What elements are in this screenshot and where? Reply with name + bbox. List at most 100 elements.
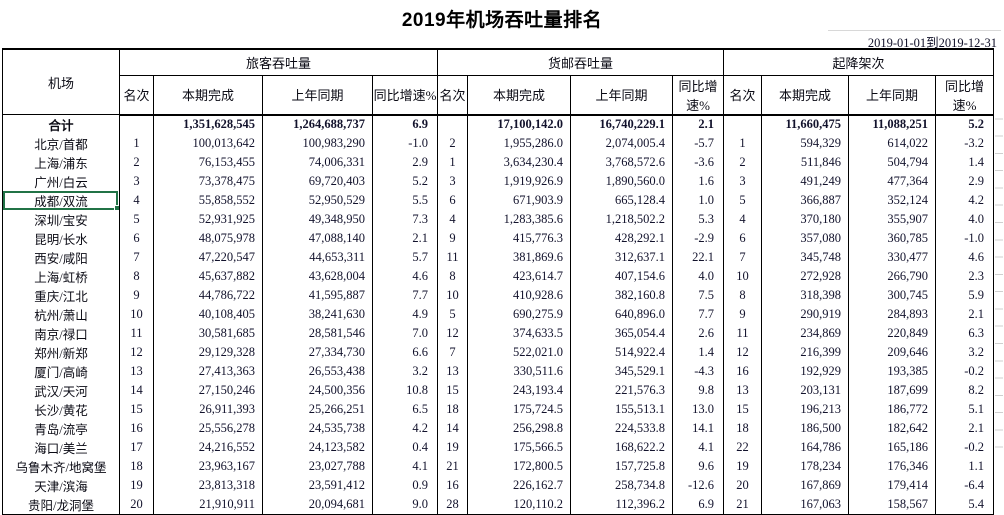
- current-value-cell[interactable]: 25,556,278: [153, 419, 263, 438]
- rank-cell[interactable]: 15: [119, 400, 154, 419]
- rank-cell[interactable]: 16: [723, 362, 763, 381]
- current-value-cell[interactable]: 1,919,926.9: [467, 172, 572, 191]
- last-year-value-cell[interactable]: 300,745: [848, 286, 937, 305]
- rank-cell[interactable]: 20: [119, 495, 154, 515]
- growth-cell[interactable]: 5.5: [371, 191, 439, 210]
- growth-cell[interactable]: -1.0: [371, 134, 439, 153]
- growth-cell[interactable]: 13.0: [672, 400, 725, 419]
- rank-cell[interactable]: 9: [723, 305, 763, 324]
- last-year-value-cell[interactable]: 284,893: [848, 305, 937, 324]
- last-year-value-cell[interactable]: 514,922.4: [570, 343, 674, 362]
- growth-cell[interactable]: -3.2: [935, 134, 995, 153]
- growth-cell[interactable]: 5.9: [935, 286, 995, 305]
- rank-cell[interactable]: 1: [723, 134, 763, 153]
- current-value-cell[interactable]: 29,129,328: [153, 343, 263, 362]
- last-year-value-cell[interactable]: 182,642: [848, 419, 937, 438]
- current-value-cell[interactable]: 330,511.6: [467, 362, 572, 381]
- growth-cell[interactable]: 3.2: [935, 343, 995, 362]
- current-value-cell[interactable]: 196,213: [761, 400, 850, 419]
- last-year-value-cell[interactable]: 38,241,630: [262, 305, 373, 324]
- yoy-growth-header[interactable]: 同比增速%: [371, 74, 439, 116]
- last-year-value-cell[interactable]: 209,646: [848, 343, 937, 362]
- rank-cell[interactable]: 5: [723, 191, 763, 210]
- airport-name-cell[interactable]: 杭州/萧山: [2, 305, 120, 324]
- rank-cell[interactable]: 8: [119, 267, 154, 286]
- airport-name-cell[interactable]: 西安/咸阳: [2, 248, 120, 267]
- rank-cell[interactable]: 12: [723, 343, 763, 362]
- current-value-cell[interactable]: 491,249: [761, 172, 850, 191]
- rank-cell[interactable]: 10: [119, 305, 154, 324]
- last-year-value-cell[interactable]: 614,022: [848, 134, 937, 153]
- growth-cell[interactable]: 8.2: [935, 381, 995, 400]
- rank-cell[interactable]: 2: [437, 134, 469, 153]
- growth-cell[interactable]: 22.1: [672, 248, 725, 267]
- rank-cell[interactable]: 3: [437, 172, 469, 191]
- rank-cell[interactable]: 28: [437, 495, 469, 515]
- airport-name-cell[interactable]: 贵阳/龙洞堡: [2, 495, 120, 515]
- rank-cell[interactable]: 21: [437, 457, 469, 476]
- current-value-cell[interactable]: 26,911,393: [153, 400, 263, 419]
- airport-name-cell[interactable]: 上海/浦东: [2, 153, 120, 172]
- current-value-cell[interactable]: 192,929: [761, 362, 850, 381]
- last-year-value-cell[interactable]: 176,346: [848, 457, 937, 476]
- current-value-cell[interactable]: 366,887: [761, 191, 850, 210]
- last-year-value-cell[interactable]: 345,529.1: [570, 362, 674, 381]
- growth-cell[interactable]: -0.2: [935, 362, 995, 381]
- airport-name-cell[interactable]: 郑州/新郑: [2, 343, 120, 362]
- current-period-header[interactable]: 本期完成: [761, 74, 850, 116]
- last-year-value-cell[interactable]: 41,595,887: [262, 286, 373, 305]
- airport-name-cell[interactable]: 厦门/高崎: [2, 362, 120, 381]
- passenger-group-header[interactable]: 旅客吞吐量: [118, 48, 439, 76]
- last-year-value-cell[interactable]: 26,553,438: [262, 362, 373, 381]
- rank-cell[interactable]: 11: [723, 324, 763, 343]
- current-value-cell[interactable]: 3,634,230.4: [467, 153, 572, 172]
- rank-cell[interactable]: 6: [437, 191, 469, 210]
- rank-cell[interactable]: 20: [723, 476, 763, 495]
- current-value-cell[interactable]: 27,150,246: [153, 381, 263, 400]
- last-year-value-cell[interactable]: 27,334,730: [262, 343, 373, 362]
- growth-cell[interactable]: 1.6: [672, 172, 725, 191]
- current-value-cell[interactable]: 24,216,552: [153, 438, 263, 457]
- rank-cell[interactable]: 7: [437, 343, 469, 362]
- airport-name-cell[interactable]: 南京/禄口: [2, 324, 120, 343]
- rank-cell[interactable]: 5: [119, 210, 154, 229]
- current-value-cell[interactable]: 671,903.9: [467, 191, 572, 210]
- last-year-value-cell[interactable]: 3,768,572.6: [570, 153, 674, 172]
- rank-cell[interactable]: 8: [723, 286, 763, 305]
- last-year-value-cell[interactable]: 665,128.4: [570, 191, 674, 210]
- last-year-value-cell[interactable]: 24,535,738: [262, 419, 373, 438]
- last-year-value-cell[interactable]: 158,567: [848, 495, 937, 515]
- last-year-value-cell[interactable]: 157,725.8: [570, 457, 674, 476]
- rank-header[interactable]: 名次: [437, 74, 469, 116]
- current-value-cell[interactable]: 120,110.2: [467, 495, 572, 515]
- rank-cell[interactable]: 10: [723, 267, 763, 286]
- growth-cell[interactable]: 6.5: [371, 400, 439, 419]
- growth-cell[interactable]: 5.7: [371, 248, 439, 267]
- rank-cell[interactable]: 3: [119, 172, 154, 191]
- last-year-value-cell[interactable]: 155,513.1: [570, 400, 674, 419]
- growth-cell[interactable]: 2.3: [935, 267, 995, 286]
- current-value-cell[interactable]: 1,955,286.0: [467, 134, 572, 153]
- rank-cell[interactable]: 13: [723, 381, 763, 400]
- current-value-cell[interactable]: 40,108,405: [153, 305, 263, 324]
- growth-cell[interactable]: 6.6: [371, 343, 439, 362]
- current-period-header[interactable]: 本期完成: [153, 74, 263, 116]
- last-year-value-cell[interactable]: 382,160.8: [570, 286, 674, 305]
- rank-cell[interactable]: 21: [723, 495, 763, 515]
- rank-cell[interactable]: 7: [119, 248, 154, 267]
- growth-cell[interactable]: 2.1: [672, 114, 725, 134]
- last-year-value-cell[interactable]: 112,396.2: [570, 495, 674, 515]
- growth-cell[interactable]: 7.7: [371, 286, 439, 305]
- current-value-cell[interactable]: 11,660,475: [761, 114, 850, 134]
- current-value-cell[interactable]: 164,786: [761, 438, 850, 457]
- growth-cell[interactable]: 4.2: [935, 191, 995, 210]
- current-value-cell[interactable]: 186,500: [761, 419, 850, 438]
- airport-name-cell[interactable]: 合计: [2, 114, 120, 134]
- current-value-cell[interactable]: 167,063: [761, 495, 850, 515]
- rank-cell[interactable]: 16: [119, 419, 154, 438]
- rank-cell[interactable]: 19: [437, 438, 469, 457]
- current-value-cell[interactable]: 415,776.3: [467, 229, 572, 248]
- last-year-value-cell[interactable]: 428,292.1: [570, 229, 674, 248]
- last-year-value-cell[interactable]: 477,364: [848, 172, 937, 191]
- growth-cell[interactable]: 4.0: [672, 267, 725, 286]
